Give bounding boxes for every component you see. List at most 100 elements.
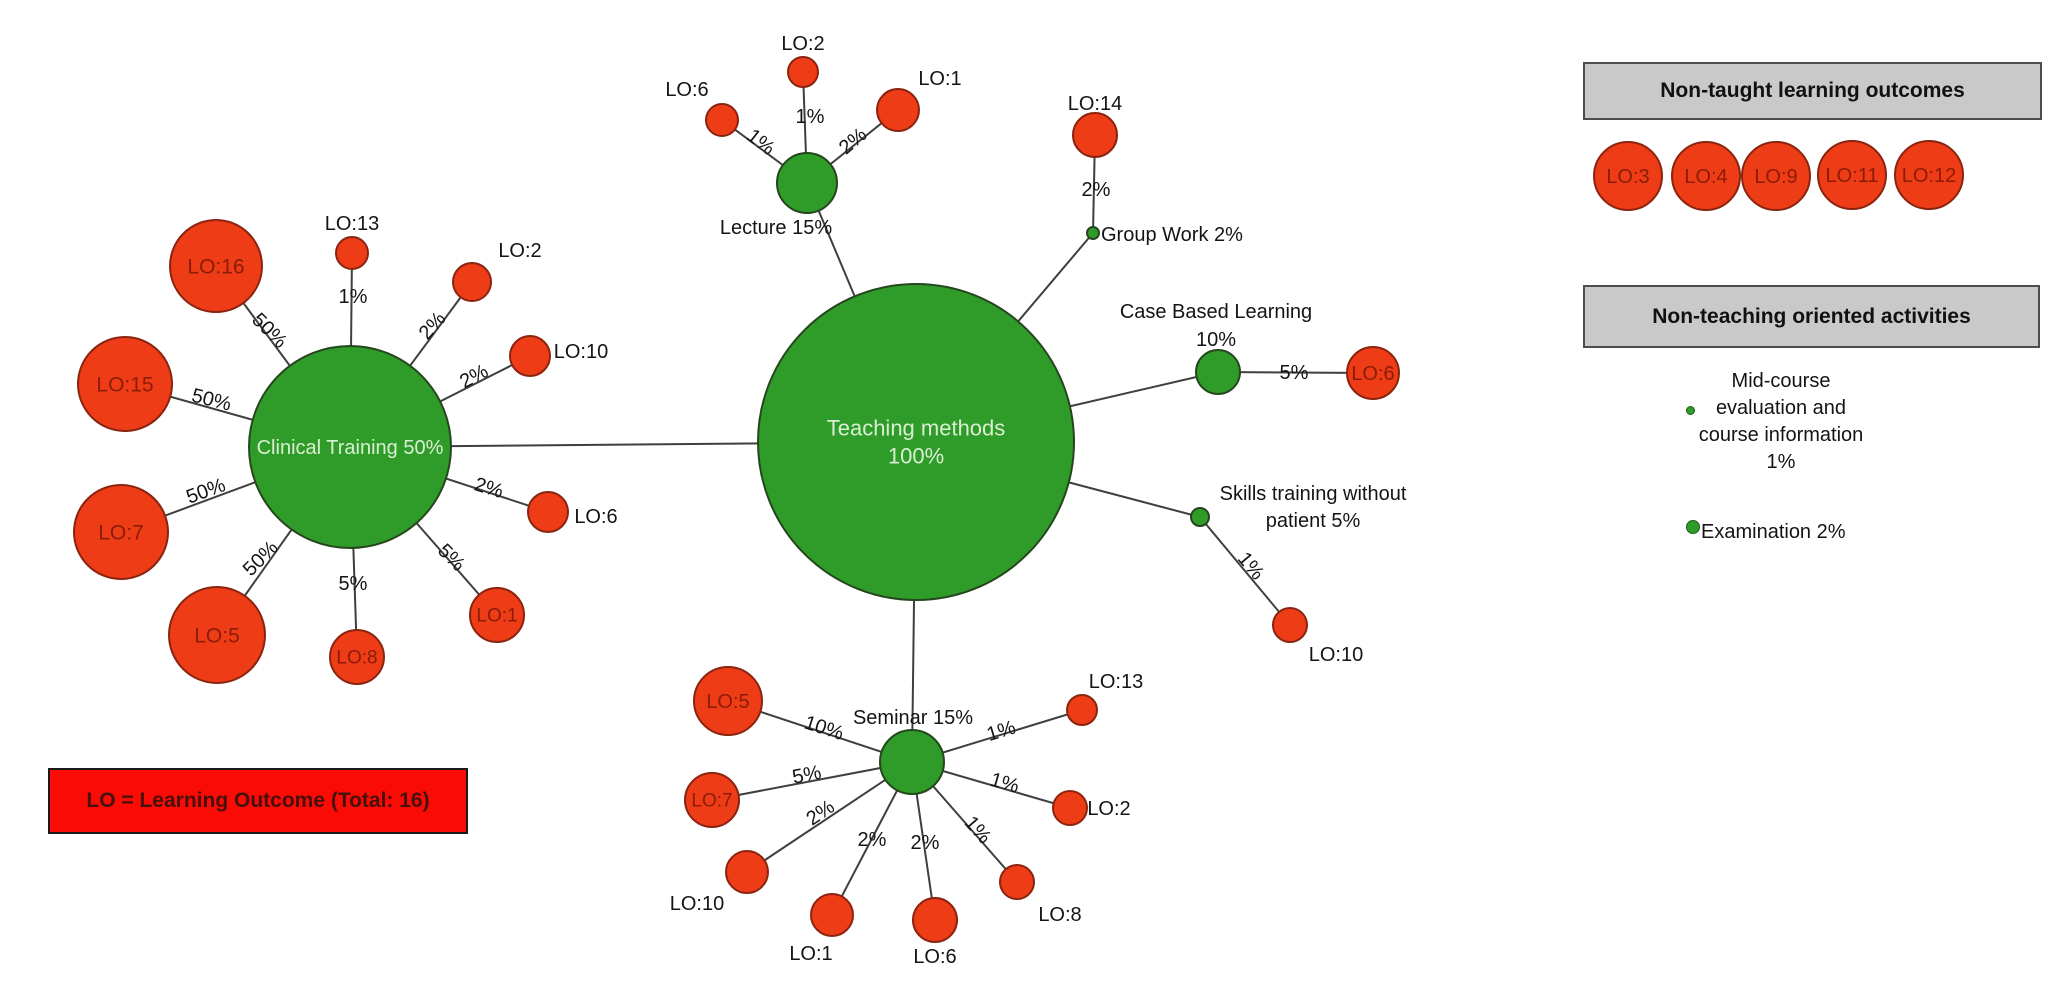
clinical-lo7-node-label: LO:7 bbox=[98, 521, 144, 544]
non-taught-lo4-node-label: LO:4 bbox=[1684, 166, 1727, 188]
skills-lo10-node-label: LO:10 bbox=[1309, 644, 1363, 666]
seminar-lo6-node bbox=[912, 897, 958, 943]
non-taught-lo9-node-label: LO:9 bbox=[1754, 166, 1797, 188]
mid-course-line-4: 1% bbox=[1766, 451, 1796, 473]
case-based-learning-node-label: 10% bbox=[1196, 329, 1236, 351]
mid-course-dot-icon bbox=[1686, 406, 1695, 415]
clinical-lo6-node bbox=[527, 491, 569, 533]
edge-seminar-lo10 bbox=[746, 761, 913, 873]
lo-definition-note-label: LO = Learning Outcome (Total: 16) bbox=[86, 789, 430, 812]
edge-label-seminar-lo13: 1% bbox=[984, 716, 1018, 746]
edge-label-clinical-lo13: 1% bbox=[339, 286, 368, 308]
teaching-methods-node-label: 100% bbox=[888, 444, 944, 469]
seminar-lo10-node-label: LO:10 bbox=[670, 893, 724, 915]
clinical-lo15-node-label: LO:15 bbox=[96, 373, 153, 396]
edge-label-clinical-lo8: 5% bbox=[339, 573, 368, 595]
lecture-lo1-node bbox=[876, 88, 920, 132]
skills-training-node-label: patient 5% bbox=[1266, 510, 1361, 532]
edge-seminar-lo7 bbox=[711, 761, 913, 801]
clinical-lo6-node-label: LO:6 bbox=[574, 506, 617, 528]
non-taught-lo4-node bbox=[1671, 141, 1741, 211]
mid-course-line-2: evaluation and bbox=[1715, 397, 1847, 419]
clinical-lo13-node-label: LO:13 bbox=[325, 213, 379, 235]
case-based-lo6-node-label: LO:6 bbox=[1351, 363, 1394, 385]
lo-definition-note-box: LO = Learning Outcome (Total: 16) bbox=[48, 768, 468, 834]
seminar-node bbox=[879, 729, 945, 795]
non-taught-legend-box: Non-taught learning outcomes bbox=[1583, 62, 2042, 120]
clinical-lo15-node bbox=[77, 336, 173, 432]
skills-lo10-node bbox=[1272, 607, 1308, 643]
clinical-lo8-node bbox=[329, 629, 385, 685]
clinical-training-node bbox=[248, 345, 452, 549]
edge-skills-lo10 bbox=[1199, 516, 1291, 626]
clinical-lo1-node bbox=[469, 587, 525, 643]
clinical-lo10-node bbox=[509, 335, 551, 377]
lecture-lo2-node-label: LO:2 bbox=[781, 33, 824, 55]
clinical-lo5-node-label: LO:5 bbox=[194, 624, 240, 647]
seminar-lo8-node-label: LO:8 bbox=[1038, 904, 1081, 926]
group-work-lo14-node bbox=[1072, 112, 1118, 158]
seminar-lo1-node-label: LO:1 bbox=[789, 943, 832, 965]
seminar-lo7-node bbox=[684, 772, 740, 828]
seminar-lo2-node-label: LO:2 bbox=[1087, 798, 1130, 820]
group-work-node-label: Group Work 2% bbox=[1101, 224, 1243, 246]
clinical-lo7-node bbox=[73, 484, 169, 580]
case-based-lo6-node bbox=[1346, 346, 1400, 400]
edge-label-seminar-lo6: 2% bbox=[911, 832, 940, 854]
seminar-lo2-node bbox=[1052, 790, 1088, 826]
lecture-lo1-node-label: LO:1 bbox=[918, 68, 961, 90]
case-based-learning-node-label: Case Based Learning bbox=[1120, 301, 1312, 323]
lecture-lo6-node-label: LO:6 bbox=[665, 79, 708, 101]
edge-label-seminar-lo1: 2% bbox=[858, 829, 887, 851]
clinical-lo13-node bbox=[335, 236, 369, 270]
edge-label-clinical-lo5: 50% bbox=[239, 537, 283, 581]
non-taught-lo11-node bbox=[1817, 140, 1887, 210]
seminar-lo7-node-label: LO:7 bbox=[691, 791, 732, 812]
non-teaching-legend-title: Non-teaching oriented activities bbox=[1652, 304, 1971, 328]
non-taught-lo11-node-label: LO:11 bbox=[1826, 165, 1879, 187]
clinical-lo16-node-label: LO:16 bbox=[187, 255, 244, 278]
non-taught-lo12-node bbox=[1894, 140, 1964, 210]
clinical-training-node-label: Clinical Training 50% bbox=[257, 437, 444, 459]
clinical-lo10-node-label: LO:10 bbox=[554, 341, 608, 363]
clinical-lo2-node bbox=[452, 262, 492, 302]
seminar-lo13-node bbox=[1066, 694, 1098, 726]
edge-label-group-work-lo14: 2% bbox=[1082, 179, 1111, 201]
seminar-lo13-node-label: LO:13 bbox=[1089, 671, 1143, 693]
teaching-methods-node-label: Teaching methods bbox=[827, 416, 1006, 441]
non-taught-lo9-node bbox=[1741, 141, 1811, 211]
seminar-lo10-node bbox=[725, 850, 769, 894]
clinical-lo2-node-label: LO:2 bbox=[498, 240, 541, 262]
edge-label-seminar-lo8: 1% bbox=[960, 812, 996, 848]
edge-label-skills-lo10: 1% bbox=[1233, 548, 1269, 584]
edge-label-seminar-lo5: 10% bbox=[801, 712, 846, 745]
edge-label-seminar-lo2: 1% bbox=[988, 769, 1022, 798]
edge-label-case-based-lo6: 5% bbox=[1280, 362, 1309, 384]
seminar-lo6-node-label: LO:6 bbox=[913, 946, 956, 968]
group-work-lo14-node-label: LO:14 bbox=[1068, 93, 1122, 115]
lecture-node-label: Lecture 15% bbox=[720, 217, 833, 239]
clinical-lo5-node bbox=[168, 586, 266, 684]
non-taught-lo3-node-label: LO:3 bbox=[1606, 166, 1649, 188]
edge-label-clinical-lo7: 50% bbox=[183, 474, 228, 508]
edge-label-clinical-lo10: 2% bbox=[456, 360, 492, 393]
seminar-lo5-node bbox=[693, 666, 763, 736]
edge-label-lecture-lo2: 1% bbox=[796, 106, 825, 128]
non-taught-legend-title: Non-taught learning outcomes bbox=[1660, 79, 1965, 102]
case-based-learning-node bbox=[1195, 349, 1241, 395]
mid-course-line-1: Mid-course bbox=[1731, 370, 1831, 392]
skills-training-node-label: Skills training without bbox=[1220, 483, 1407, 505]
skills-training-node bbox=[1190, 507, 1210, 527]
mid-course-line-3: course information bbox=[1698, 424, 1864, 446]
non-taught-lo3-node bbox=[1593, 141, 1663, 211]
lecture-lo2-node bbox=[787, 56, 819, 88]
edge-label-clinical-lo15: 50% bbox=[189, 385, 233, 416]
lecture-node bbox=[776, 152, 838, 214]
examination-dot-icon bbox=[1686, 520, 1700, 534]
clinical-lo8-node-label: LO:8 bbox=[336, 648, 377, 669]
edge-label-clinical-lo6: 2% bbox=[472, 474, 506, 504]
edge-label-lecture-lo6: 1% bbox=[743, 125, 779, 160]
non-taught-lo12-node-label: LO:12 bbox=[1902, 165, 1956, 187]
